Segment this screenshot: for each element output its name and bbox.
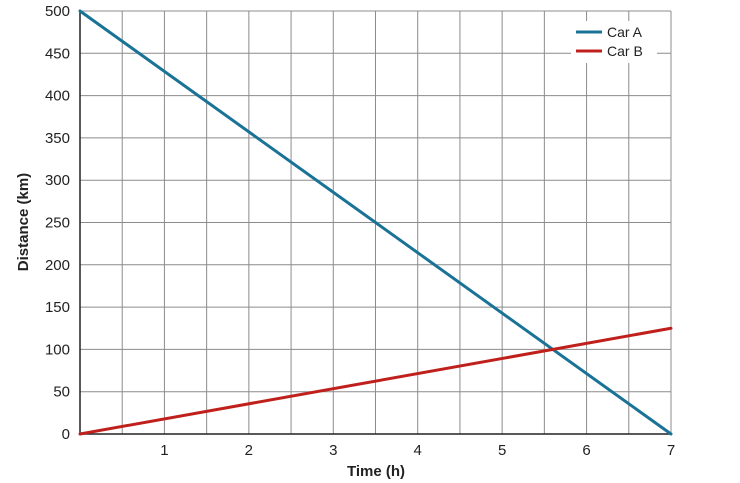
x-axis-title: Time (h)	[347, 463, 405, 480]
legend-label-car-a: Car A	[607, 24, 643, 40]
y-tick-label: 50	[53, 384, 70, 401]
y-tick-label: 250	[45, 215, 70, 232]
y-tick-label: 200	[45, 257, 70, 274]
y-tick-label: 400	[45, 88, 70, 105]
x-tick-label: 6	[582, 442, 590, 459]
axes	[79, 11, 671, 435]
tick-labels: 0 50 100 150 200 250 300 350 400 450 500 1 2 3 4 5 6 7	[45, 3, 675, 459]
x-tick-label: 2	[245, 442, 253, 459]
legend: Car A Car B	[571, 21, 657, 63]
series-line-car-a	[78, 9, 673, 436]
y-tick-label: 350	[45, 130, 70, 147]
x-tick-label: 3	[329, 442, 337, 459]
y-tick-label: 500	[45, 3, 70, 20]
y-tick-label: 150	[45, 299, 70, 316]
series-line-car-b	[78, 326, 673, 436]
x-tick-label: 4	[414, 442, 422, 459]
x-tick-label: 1	[160, 442, 168, 459]
x-tick-label: 7	[667, 442, 675, 459]
y-tick-label: 100	[45, 341, 70, 358]
series-lines	[78, 9, 673, 436]
y-axis-title: Distance (km)	[15, 173, 32, 271]
grid	[80, 10, 672, 434]
y-tick-label: 450	[45, 45, 70, 62]
legend-label-car-b: Car B	[607, 43, 643, 59]
y-tick-label: 0	[62, 426, 70, 443]
y-tick-label: 300	[45, 172, 70, 189]
x-tick-label: 5	[498, 442, 506, 459]
legend-box	[571, 21, 657, 63]
